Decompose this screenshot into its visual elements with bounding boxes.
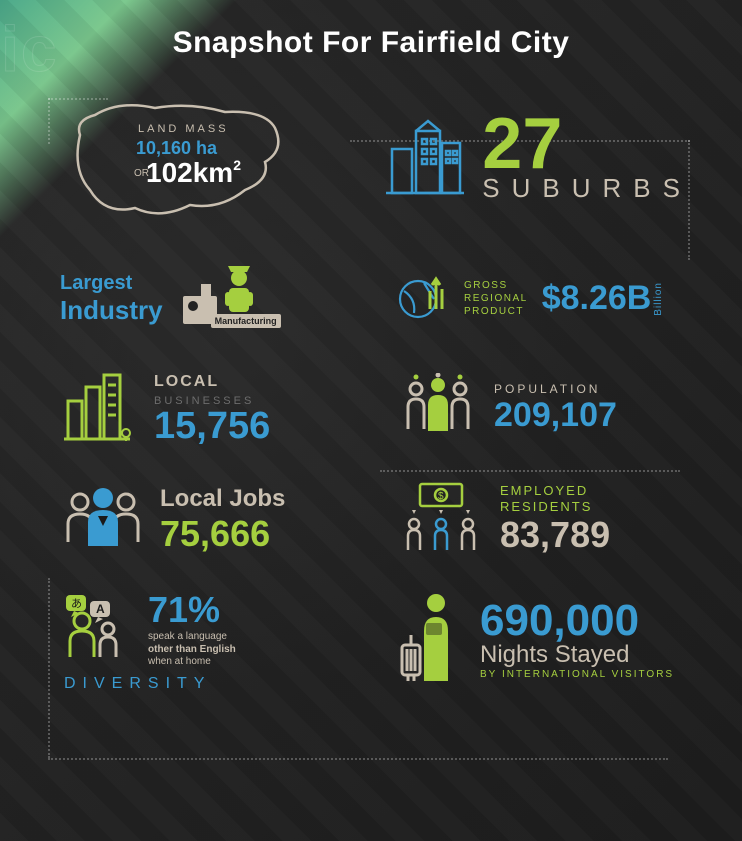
grp-value: $8.26B xyxy=(542,279,652,318)
grp-line2: REGIONAL xyxy=(464,292,528,305)
grp-line3: PRODUCT xyxy=(464,305,528,318)
nights-value: 690,000 xyxy=(480,601,674,641)
workers-icon xyxy=(60,482,146,552)
industry-line1: Largest xyxy=(60,272,163,295)
landmass-panel: LAND MASS 10,160 ha OR 102km2 xyxy=(60,90,338,230)
svg-text:102km2: 102km2 xyxy=(146,157,241,188)
industry-panel: Largest Industry xyxy=(60,260,356,337)
diversity-sub3: when at home xyxy=(148,656,236,669)
localbiz-line1: LOCAL xyxy=(154,373,219,390)
suburbs-panel: 27 SUBURBS xyxy=(378,113,692,208)
landmass-sup: 2 xyxy=(233,157,241,173)
employed-value: 83,789 xyxy=(500,514,610,556)
population-panel: POPULATION 209,107 xyxy=(396,373,692,444)
population-label: POPULATION xyxy=(494,382,617,396)
globe-arrow-icon xyxy=(396,269,450,323)
population-value: 209,107 xyxy=(494,396,617,435)
grp-panel: GROSS REGIONAL PRODUCT $8.26B Billion xyxy=(396,269,692,328)
diversity-panel: あ A 71% speak a language other than Engl… xyxy=(60,589,356,693)
nights-sub: BY INTERNATIONAL VISITORS xyxy=(480,669,674,680)
localbiz-panel: LOCAL BUSINESSES 15,756 xyxy=(60,367,356,450)
jobs-panel: Local Jobs 75,666 xyxy=(60,482,356,557)
traveller-icon xyxy=(396,591,466,685)
landmass-ha: 10,160 ha xyxy=(136,138,218,158)
diversity-word: DIVERSITY xyxy=(64,675,211,693)
suburbs-value: 27 xyxy=(482,116,692,174)
landmass-label: LAND MASS xyxy=(138,123,229,135)
jobs-value: 75,666 xyxy=(160,513,285,555)
svg-text:A: A xyxy=(96,602,105,616)
svg-text:$: $ xyxy=(438,491,444,502)
employed-panel: $ EMPLOYED RESIDENTS 83,789 xyxy=(396,480,692,559)
industry-tag: Manufacturing xyxy=(211,314,281,328)
suburbs-label: SUBURBS xyxy=(482,173,692,204)
nights-panel: 690,000 Nights Stayed BY INTERNATIONAL V… xyxy=(396,591,692,690)
nights-label: Nights Stayed xyxy=(480,641,674,669)
money-people-icon: $ xyxy=(396,480,486,554)
people-group-icon xyxy=(396,373,480,439)
industry-line2: Industry xyxy=(60,295,163,326)
employed-line2: RESIDENTS xyxy=(500,499,610,515)
localbiz-value: 15,756 xyxy=(154,409,270,443)
jobs-label: Local Jobs xyxy=(160,485,285,513)
svg-text:あ: あ xyxy=(71,597,82,610)
buildings-icon xyxy=(378,113,468,203)
landmass-map-icon: LAND MASS 10,160 ha OR 102km2 xyxy=(60,90,290,230)
employed-line1: EMPLOYED xyxy=(500,483,610,499)
diversity-sub1: speak a language xyxy=(148,631,236,644)
page-title: Snapshot For Fairfield City xyxy=(0,0,742,60)
landmass-km: 102km xyxy=(146,157,233,188)
diversity-sub2: other than English xyxy=(148,644,236,655)
diversity-pct: 71% xyxy=(148,589,236,631)
language-people-icon: あ A xyxy=(60,591,134,661)
grp-line1: GROSS xyxy=(464,279,528,292)
bar-buildings-icon xyxy=(60,367,140,445)
grp-unit: Billion xyxy=(653,282,664,316)
